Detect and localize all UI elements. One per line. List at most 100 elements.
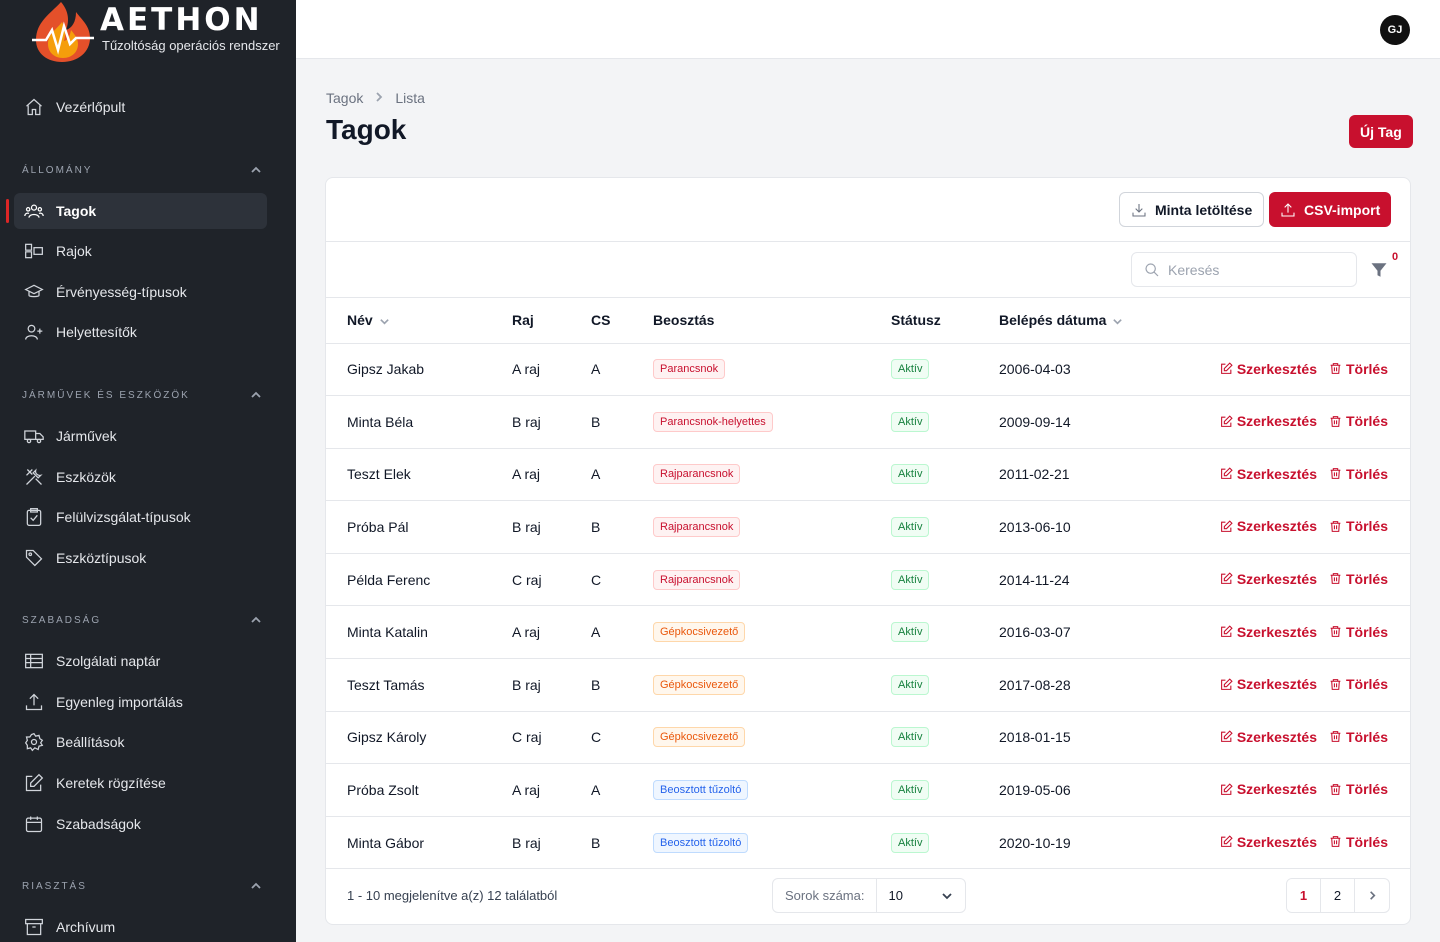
delete-button[interactable]: Törlés [1329,781,1388,797]
edit-button[interactable]: Szerkesztés [1220,624,1317,640]
cell-name: Próba Zsolt [347,782,419,799]
cell-date: 2009-09-14 [999,413,1071,430]
new-member-button[interactable]: Új Tag [1349,115,1413,148]
sidebar-item-archivum[interactable]: Archívum [14,909,267,942]
edit-icon [1220,362,1233,374]
chevron-up-icon [250,880,262,892]
trash-icon [1330,626,1341,637]
sidebar-item-dashboard[interactable]: Vezérlőpult [14,89,267,125]
sidebar-item-felulvizsgalat[interactable]: Felülvizsgálat-típusok [14,499,267,535]
role-badge: Rajparancsnok [653,517,741,538]
sidebar-item-rajok[interactable]: Rajok [14,233,267,269]
cell-date: 2019-05-06 [999,782,1071,799]
trash-icon [1330,783,1341,795]
cell-cs: B [591,413,601,430]
edit-button[interactable]: Szerkesztés [1220,413,1317,429]
cell-status: Aktív [891,659,999,712]
cell-name: Minta Gábor [347,834,425,851]
sidebar-item-label: Szolgálati naptár [56,653,161,669]
column-header-name[interactable]: Név [326,298,512,344]
cell-cs: A [591,466,601,483]
edit-button[interactable]: Szerkesztés [1220,676,1317,692]
status-badge: Aktív [891,569,930,590]
column-header-date[interactable]: Belépés dátuma [999,298,1154,344]
chevron-down-icon [942,892,952,899]
next-page-button[interactable] [1355,879,1389,912]
cell-name: Példa Ferenc [347,571,431,588]
avatar[interactable]: GJ [1380,15,1410,45]
sample-download-button[interactable]: Minta letöltése [1119,192,1265,227]
cell-cs: A [591,624,601,641]
role-badge: Rajparancsnok [653,464,741,485]
edit-button[interactable]: Szerkesztés [1220,361,1317,377]
delete-button[interactable]: Törlés [1329,466,1388,482]
sidebar-item-label: Archívum [56,919,116,935]
cell-role: Gépkocsivezető [653,659,891,712]
edit-button[interactable]: Szerkesztés [1220,571,1317,587]
section-title-allomany[interactable]: ÁLLOMÁNY [22,164,262,176]
status-badge: Aktív [891,832,930,853]
section-title-text: ÁLLOMÁNY [22,164,93,176]
delete-button[interactable]: Törlés [1329,729,1388,745]
edit-button[interactable]: Szerkesztés [1220,834,1317,850]
search-box[interactable] [1131,252,1357,287]
edit-icon [1220,730,1233,743]
delete-button[interactable]: Törlés [1329,834,1388,850]
cell-role: Parancsnok-helyettes [653,396,891,449]
edit-button[interactable]: Szerkesztés [1220,466,1317,482]
section-title-szabadsag[interactable]: SZABADSÁG [22,614,262,626]
edit-label: Szerkesztés [1236,728,1317,745]
cell-date: 2020-10-19 [999,834,1071,851]
edit-icon [1220,677,1233,690]
sidebar-item-keretek[interactable]: Keretek rögzítése [14,765,267,801]
cell-cs: B [591,676,601,693]
edit-button[interactable]: Szerkesztés [1220,781,1317,797]
cell-role: Parancsnok [653,343,891,396]
delete-button[interactable]: Törlés [1329,518,1388,534]
cell-cs: B [591,519,601,536]
delete-button[interactable]: Törlés [1329,624,1388,640]
section-title-jarmuvek[interactable]: JÁRMŰVEK ÉS ESZKÖZÖK [22,389,262,401]
column-header-beosztas: Beosztás [653,298,891,344]
status-badge: Aktív [891,464,930,485]
search-input[interactable] [1168,261,1338,278]
edit-icon [1220,783,1233,795]
delete-button[interactable]: Törlés [1329,676,1388,692]
sidebar-item-egyenleg-import[interactable]: Egyenleg importálás [14,684,267,720]
delete-button[interactable]: Törlés [1329,361,1388,377]
sidebar-item-eszkoztipusok[interactable]: Eszköztípusok [14,540,267,576]
rows-per-page-select[interactable]: Sorok száma: 10 [772,878,966,913]
section-title-riasztas[interactable]: RIASZTÁS [22,880,262,892]
sidebar-item-ervenyesseg-tipusok[interactable]: Érvényesség-típusok [14,274,267,310]
filter-icon[interactable] [1370,261,1388,279]
edit-button[interactable]: Szerkesztés [1220,729,1317,745]
sidebar-item-szolgalati-naptar[interactable]: Szolgálati naptár [14,643,267,679]
sidebar-item-tagok[interactable]: Tagok [14,193,267,229]
cell-status: Aktív [891,396,999,449]
csv-import-button[interactable]: CSV-import [1269,192,1392,227]
rows-per-page-value[interactable]: 10 [877,888,965,903]
page-button-2[interactable]: 2 [1321,879,1355,912]
table-row: Gipsz Károly C raj C Gépkocsivezető Aktív 201… [326,711,1410,764]
sidebar-item-szabadsagok[interactable]: Szabadságok [14,806,267,842]
edit-button[interactable]: Szerkesztés [1220,518,1317,534]
sidebar-item-beallitasok[interactable]: Beállítások [14,724,267,760]
archive-icon [24,917,44,937]
delete-label: Törlés [1345,413,1388,430]
status-badge: Aktív [891,780,930,801]
breadcrumb-item-tagok[interactable]: Tagok [326,90,364,106]
cell-actions: Szerkesztés Törlés [1154,501,1410,554]
cell-cs: B [591,834,601,851]
sidebar-item-helyettesitok[interactable]: Helyettesítők [14,314,267,350]
delete-button[interactable]: Törlés [1329,571,1388,587]
sidebar-item-jarmuvek[interactable]: Járművek [14,418,267,454]
cell-status: Aktív [891,501,999,554]
cell-role: Gépkocsivezető [653,606,891,659]
cell-role: Rajparancsnok [653,553,891,606]
delete-button[interactable]: Törlés [1329,413,1388,429]
chevron-right-icon [1369,891,1376,900]
sidebar-item-eszkozok[interactable]: Eszközök [14,459,267,495]
trash-icon [1330,573,1341,585]
delete-label: Törlés [1345,781,1388,798]
page-button-1[interactable]: 1 [1287,879,1321,912]
